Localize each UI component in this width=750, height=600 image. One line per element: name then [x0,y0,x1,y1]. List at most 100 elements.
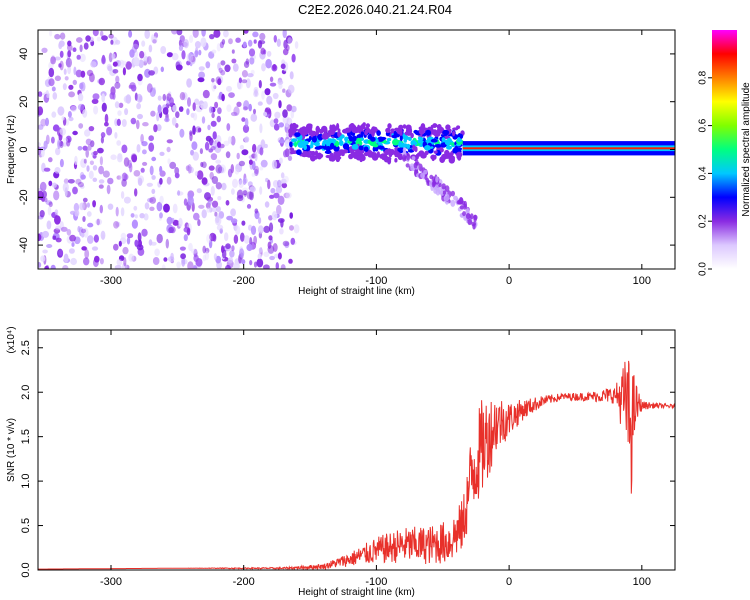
noise-blob [224,64,231,73]
noise-blob [213,30,221,38]
noise-blob [119,174,123,181]
noise-blob [70,105,77,112]
noise-blob [261,63,266,72]
noise-blob [100,230,106,240]
noise-blob [81,246,87,251]
noise-blob [186,60,191,66]
noise-blob [142,149,147,155]
noise-blob [169,97,174,106]
noise-blob [290,237,296,245]
noise-blob [137,177,143,186]
x-tick-label: 100 [633,275,651,287]
noise-blob [191,248,198,254]
noise-blob [100,30,104,37]
y-tick-label: 2.0 [20,385,32,400]
noise-blob [201,116,206,124]
noise-blob [147,197,154,203]
signal-blob [314,146,322,150]
noise-blob [266,95,273,105]
noise-blob [77,225,81,233]
signal-blob [456,125,461,129]
noise-blob [126,233,134,239]
signal-blob [318,153,324,158]
noise-blob [283,150,288,158]
x-tick-label: -300 [100,576,122,588]
noise-blob [169,161,177,169]
noise-blob [129,49,135,58]
noise-blob [109,92,115,100]
noise-blob [59,60,64,71]
noise-blob [82,145,88,151]
noise-blob [162,93,167,102]
x-tick-label: 0 [506,576,512,588]
noise-blob [221,93,225,102]
noise-blob [63,68,67,75]
tail-blob [465,213,471,220]
noise-blob [118,255,125,262]
noise-blob [249,190,254,201]
signal-blob [403,135,410,141]
noise-blob [59,32,66,40]
signal-blob [342,128,349,134]
noise-blob [117,154,123,163]
noise-blob [253,39,257,44]
noise-blob [264,143,268,149]
signal-blob [370,136,376,142]
noise-blob [121,144,128,154]
signal-blob [323,128,328,134]
noise-blob [215,159,222,164]
noise-blob [73,66,77,76]
tail-blob [420,172,425,179]
noise-blob [113,243,119,251]
noise-blob [217,196,222,201]
noise-blob [243,189,247,197]
noise-blob [235,225,241,235]
noise-blob [241,220,246,226]
y-tick-label: 0.5 [20,518,32,533]
noise-blob [211,78,215,83]
noise-blob [186,78,193,88]
noise-blob [137,73,143,82]
noise-blob [259,123,263,134]
noise-blob [197,77,205,83]
noise-blob [192,264,197,269]
x-tick-label: -100 [365,275,387,287]
noise-blob [111,53,116,60]
noise-blob [202,254,207,262]
noise-blob [250,113,258,122]
noise-blob [198,71,206,79]
snr-series-line [38,360,675,570]
noise-blob [104,121,109,127]
noise-blob [50,264,56,269]
noise-blob [39,210,45,218]
colorbar-title: Normalized spectral amplitude [741,82,750,217]
noise-blob [89,160,94,166]
signal-blob [384,149,390,156]
tail-blob [473,214,477,223]
noise-blob [48,180,53,187]
colorbar-tick-label: 0.0 [698,262,709,276]
noise-blob [77,146,83,151]
noise-blob [65,58,71,67]
noise-blob [159,151,165,156]
noise-blob [168,226,174,234]
noise-blob [107,65,113,72]
noise-blob [44,265,49,269]
noise-blob [80,70,86,78]
noise-blob [268,235,273,241]
noise-blob [206,207,211,213]
tail-blob [402,154,407,162]
noise-blob [124,174,129,180]
noise-blob [48,67,55,78]
noise-blob [159,177,163,185]
noise-blob [82,109,88,118]
noise-blob [122,246,129,255]
signal-blob [356,137,362,144]
signal-blob [334,151,341,158]
noise-blob [73,202,80,212]
noise-blob [277,179,282,188]
noise-blob [214,101,219,109]
noise-blob [134,214,138,219]
noise-blob [206,234,212,244]
noise-blob [48,157,53,163]
